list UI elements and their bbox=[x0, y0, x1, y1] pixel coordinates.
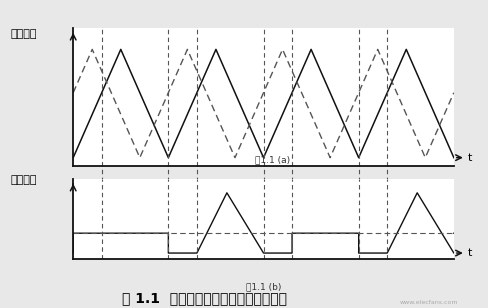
Text: 图1.1 (a): 图1.1 (a) bbox=[256, 156, 290, 164]
Text: 图1.1 (b): 图1.1 (b) bbox=[246, 282, 281, 291]
Text: t: t bbox=[468, 248, 472, 258]
Text: www.elecfans.com: www.elecfans.com bbox=[400, 300, 459, 305]
Text: t: t bbox=[468, 153, 472, 163]
Text: 图 1.1  线性调频连续波雷达工作原理图: 图 1.1 线性调频连续波雷达工作原理图 bbox=[122, 291, 287, 305]
Y-axis label: 收发信号: 收发信号 bbox=[10, 29, 37, 39]
Y-axis label: 频差信号: 频差信号 bbox=[10, 175, 37, 185]
